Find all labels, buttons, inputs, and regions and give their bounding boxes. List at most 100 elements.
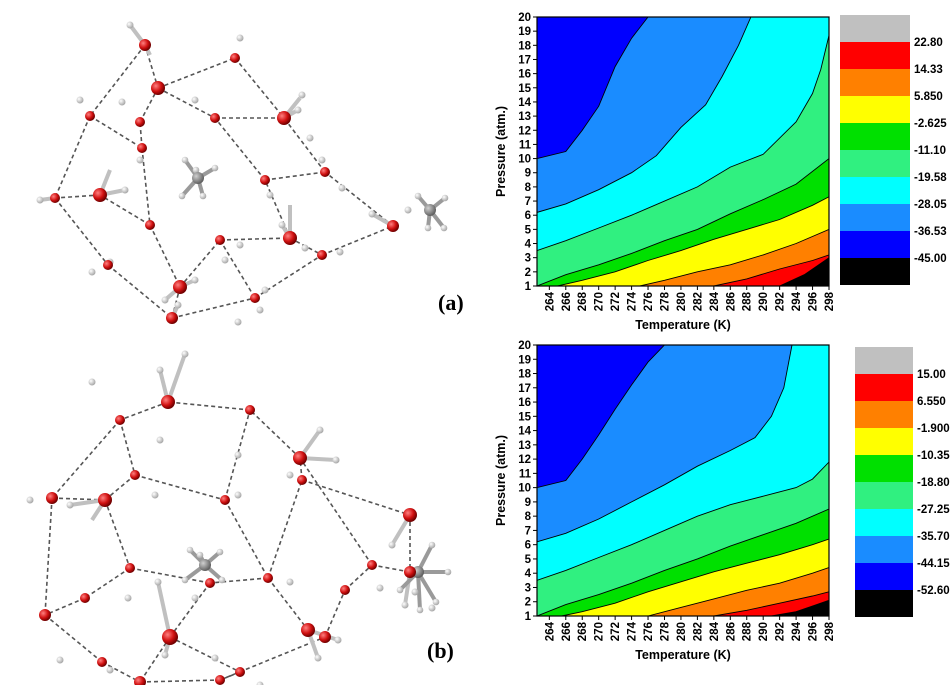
colorbar-label: -1.900 xyxy=(917,423,950,435)
x-tick-label: 284 xyxy=(709,621,721,641)
hydrogen-bond xyxy=(169,636,241,673)
hydrogen-atom xyxy=(234,491,242,499)
x-tick-label: 274 xyxy=(627,621,639,641)
y-tick-label: 17 xyxy=(518,54,531,66)
hydrogen-bond xyxy=(301,479,411,516)
hydrogen-bond xyxy=(157,87,216,119)
hydrogen-bond xyxy=(179,239,221,288)
hydrogen-bond xyxy=(169,582,211,638)
oxygen-atom xyxy=(387,220,399,232)
oxygen-atom xyxy=(404,566,416,578)
y-tick-label: 5 xyxy=(525,224,532,236)
hydrogen-bond xyxy=(299,457,373,566)
hydrogen-atom xyxy=(411,588,419,596)
x-tick-label: 276 xyxy=(643,622,655,641)
x-tick-label: 264 xyxy=(544,291,556,311)
colorbar-label: -11.10 xyxy=(914,145,946,157)
contour-line xyxy=(557,196,829,286)
hydrogen-bond xyxy=(149,224,181,288)
oxygen-atom xyxy=(130,470,140,480)
carbon-atom xyxy=(192,172,204,184)
hydrogen-atom xyxy=(88,378,96,386)
colorbar-label: -36.53 xyxy=(914,226,947,238)
hydrogen-atom xyxy=(66,501,74,509)
oxygen-atom xyxy=(80,593,90,603)
hydrogen-atom xyxy=(428,541,436,549)
hydrogen-atom xyxy=(234,318,242,326)
contour-line xyxy=(647,567,829,616)
hydrogen-bond xyxy=(104,499,131,569)
panel-label-a: (a) xyxy=(438,290,464,315)
x-tick-label: 270 xyxy=(594,622,606,641)
hydrogen-bond xyxy=(157,57,236,89)
x-tick-label: 298 xyxy=(824,291,836,311)
hydrogen-bond xyxy=(119,419,136,476)
clathrate-cage-structure-a xyxy=(36,21,449,326)
x-tick-label: 290 xyxy=(758,622,770,641)
colorbar-label: 22.80 xyxy=(914,37,943,49)
x-tick-label: 266 xyxy=(561,292,573,311)
hydrogen-bond xyxy=(321,225,394,256)
hydrogen-bond xyxy=(44,597,86,616)
oxygen-atom xyxy=(215,235,225,245)
oxygen-atom xyxy=(210,113,220,123)
colorbar-swatch xyxy=(840,204,910,231)
hydrogen-atom xyxy=(178,192,186,200)
colorbar-swatch xyxy=(855,401,913,428)
colorbar-swatch xyxy=(855,590,913,617)
hydrogen-atom xyxy=(256,681,264,685)
hydrogen-atom xyxy=(56,656,64,664)
oxygen-atom xyxy=(250,293,260,303)
hydrogen-atom xyxy=(318,156,326,164)
y-tick-label: 18 xyxy=(518,40,531,52)
hydrogen-bond xyxy=(264,171,326,181)
contour-band xyxy=(771,600,829,616)
panel-label-b: (b) xyxy=(427,638,454,663)
y-axis-label: Pressure (atm.) xyxy=(494,435,508,526)
oxygen-atom xyxy=(125,563,135,573)
oxygen-atom xyxy=(235,667,245,677)
y-tick-label: 19 xyxy=(518,354,531,366)
x-tick-label: 272 xyxy=(610,292,622,311)
contour-line xyxy=(537,17,752,213)
oxygen-atom xyxy=(317,250,327,260)
contour-line xyxy=(537,508,829,616)
colorbar-swatch xyxy=(840,42,910,69)
y-tick-label: 3 xyxy=(525,582,531,594)
hydrogen-bond xyxy=(224,499,269,579)
contour-field xyxy=(537,17,829,286)
contour-line xyxy=(713,591,829,616)
oxygen-atom xyxy=(98,493,112,507)
hydrogen-bond xyxy=(99,194,151,226)
hydrogen-bond xyxy=(267,479,303,579)
contour-line xyxy=(639,228,829,286)
hydrogen-bond xyxy=(134,474,226,501)
hydrogen-atom xyxy=(199,192,207,200)
hydrogen-bond xyxy=(101,661,141,683)
contour-line xyxy=(537,17,649,160)
hydrogen-bond xyxy=(107,264,173,319)
hydrogen-atom xyxy=(388,541,396,549)
hydrogen-atom xyxy=(432,598,440,606)
oxygen-atom xyxy=(230,53,240,63)
hydrogen-bond xyxy=(54,115,91,199)
y-tick-label: 12 xyxy=(518,454,531,466)
hydrogen-atom xyxy=(216,548,224,556)
colorbar-label: 6.550 xyxy=(917,396,946,408)
hydrogen-bond xyxy=(51,419,121,499)
oxygen-atom xyxy=(245,405,255,415)
colorbar-swatch xyxy=(840,15,910,42)
x-tick-label: 282 xyxy=(692,292,704,311)
y-tick-label: 9 xyxy=(525,497,531,509)
oxygen-atom xyxy=(301,623,315,637)
oh-bond xyxy=(156,581,172,638)
x-tick-label: 268 xyxy=(577,621,589,641)
y-tick-label: 11 xyxy=(519,139,532,151)
x-tick-label: 280 xyxy=(676,292,688,311)
hydrogen-atom xyxy=(161,651,169,659)
contour-line xyxy=(537,158,829,286)
colorbar-label: -2.625 xyxy=(914,118,947,130)
oxygen-atom xyxy=(50,193,60,203)
oxygen-atom xyxy=(220,495,230,505)
